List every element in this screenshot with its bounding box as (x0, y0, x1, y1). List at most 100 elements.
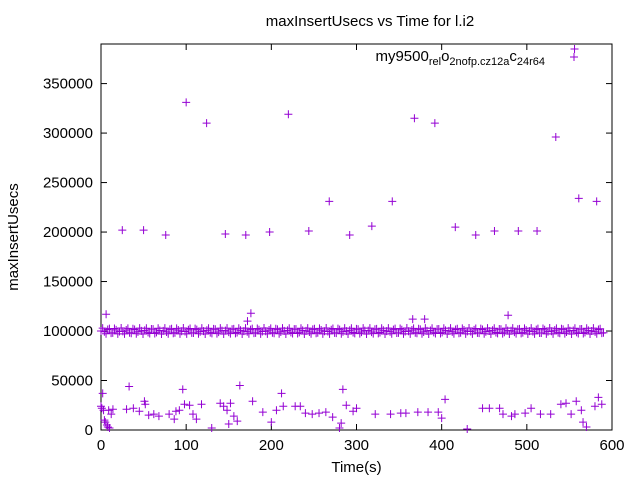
data-point (332, 329, 341, 338)
data-point (485, 404, 494, 413)
data-point (439, 324, 448, 333)
data-point (411, 328, 420, 337)
data-point (241, 231, 250, 240)
plot-frame (100, 43, 613, 431)
data-point (562, 328, 571, 337)
data-point (231, 329, 240, 338)
data-point (597, 400, 606, 409)
data-point (557, 324, 566, 333)
data-point (342, 401, 351, 410)
data-point (498, 410, 507, 419)
data-point (388, 197, 397, 206)
data-point (322, 324, 331, 333)
data-point (258, 408, 267, 417)
data-point (510, 410, 519, 419)
data-point (140, 326, 149, 335)
data-point (219, 402, 228, 411)
data-point (234, 324, 243, 333)
data-point (355, 329, 364, 338)
data-point (337, 329, 346, 338)
data-point (451, 325, 460, 334)
data-point (335, 325, 344, 334)
data-point (241, 324, 250, 333)
data-point (345, 231, 354, 240)
data-point (478, 404, 487, 413)
data-point (475, 329, 484, 338)
data-point (98, 389, 107, 398)
data-point (160, 324, 169, 333)
data-point (592, 197, 601, 206)
data-point (459, 325, 468, 334)
data-point (349, 328, 358, 337)
data-point (582, 423, 591, 432)
y-axis-label: maxInsertUsecs (5, 183, 22, 291)
data-point (182, 98, 191, 107)
data-point (505, 329, 514, 338)
data-point (188, 410, 197, 419)
data-point (226, 399, 235, 408)
data-point (212, 329, 221, 338)
data-point (139, 226, 148, 235)
data-point (260, 324, 269, 333)
x-tick-label: 200 (259, 437, 284, 454)
data-point (178, 385, 187, 394)
data-point (419, 327, 428, 336)
data-point (141, 400, 150, 409)
data-point (424, 408, 433, 417)
data-point (521, 409, 530, 418)
data-point (276, 327, 285, 336)
legend: my9500relo2nofp.cz12ac24r64 (375, 48, 545, 68)
data-point (396, 324, 405, 333)
data-point (272, 406, 281, 415)
data-point (374, 329, 383, 338)
data-point (500, 328, 509, 337)
x-tick-label: 600 (599, 437, 624, 454)
data-point (367, 222, 376, 231)
data-point (192, 325, 201, 334)
data-point (574, 194, 583, 203)
data-point (194, 329, 203, 338)
data-point (599, 328, 608, 337)
data-point (201, 329, 210, 338)
data-point (301, 409, 310, 418)
legend-label-subscript: 2nofp.cz12a (449, 56, 510, 68)
data-point (308, 410, 317, 419)
data-point (317, 325, 326, 334)
data-point (389, 325, 398, 334)
data-point (514, 227, 523, 236)
data-point (204, 324, 213, 333)
data-point (495, 404, 504, 413)
data-point (387, 329, 396, 338)
data-point (530, 329, 539, 338)
data-point (384, 324, 393, 333)
data-point (243, 317, 252, 326)
data-point (315, 409, 324, 418)
data-point (281, 329, 290, 338)
data-point (189, 329, 198, 338)
data-point (169, 329, 178, 338)
data-point (229, 324, 238, 333)
data-points (97, 44, 608, 434)
data-point (112, 325, 121, 334)
legend-label-subscript: rel (429, 56, 441, 68)
data-point (219, 329, 228, 338)
data-point (284, 110, 293, 119)
data-point (125, 382, 134, 391)
data-point (149, 410, 158, 419)
data-point (221, 230, 230, 239)
data-point (528, 327, 537, 336)
data-point (577, 325, 586, 334)
data-point (105, 424, 114, 433)
data-point (549, 329, 558, 338)
data-point (197, 400, 206, 409)
data-point (296, 402, 305, 411)
data-point (386, 327, 395, 336)
data-point (161, 231, 170, 240)
data-point (437, 414, 446, 423)
y-tick-label: 200000 (43, 224, 93, 241)
data-point (402, 324, 411, 333)
data-point (165, 325, 174, 334)
legend-label: my9500relo2nofp.cz12ac24r64 (375, 48, 545, 68)
data-point (577, 406, 586, 415)
